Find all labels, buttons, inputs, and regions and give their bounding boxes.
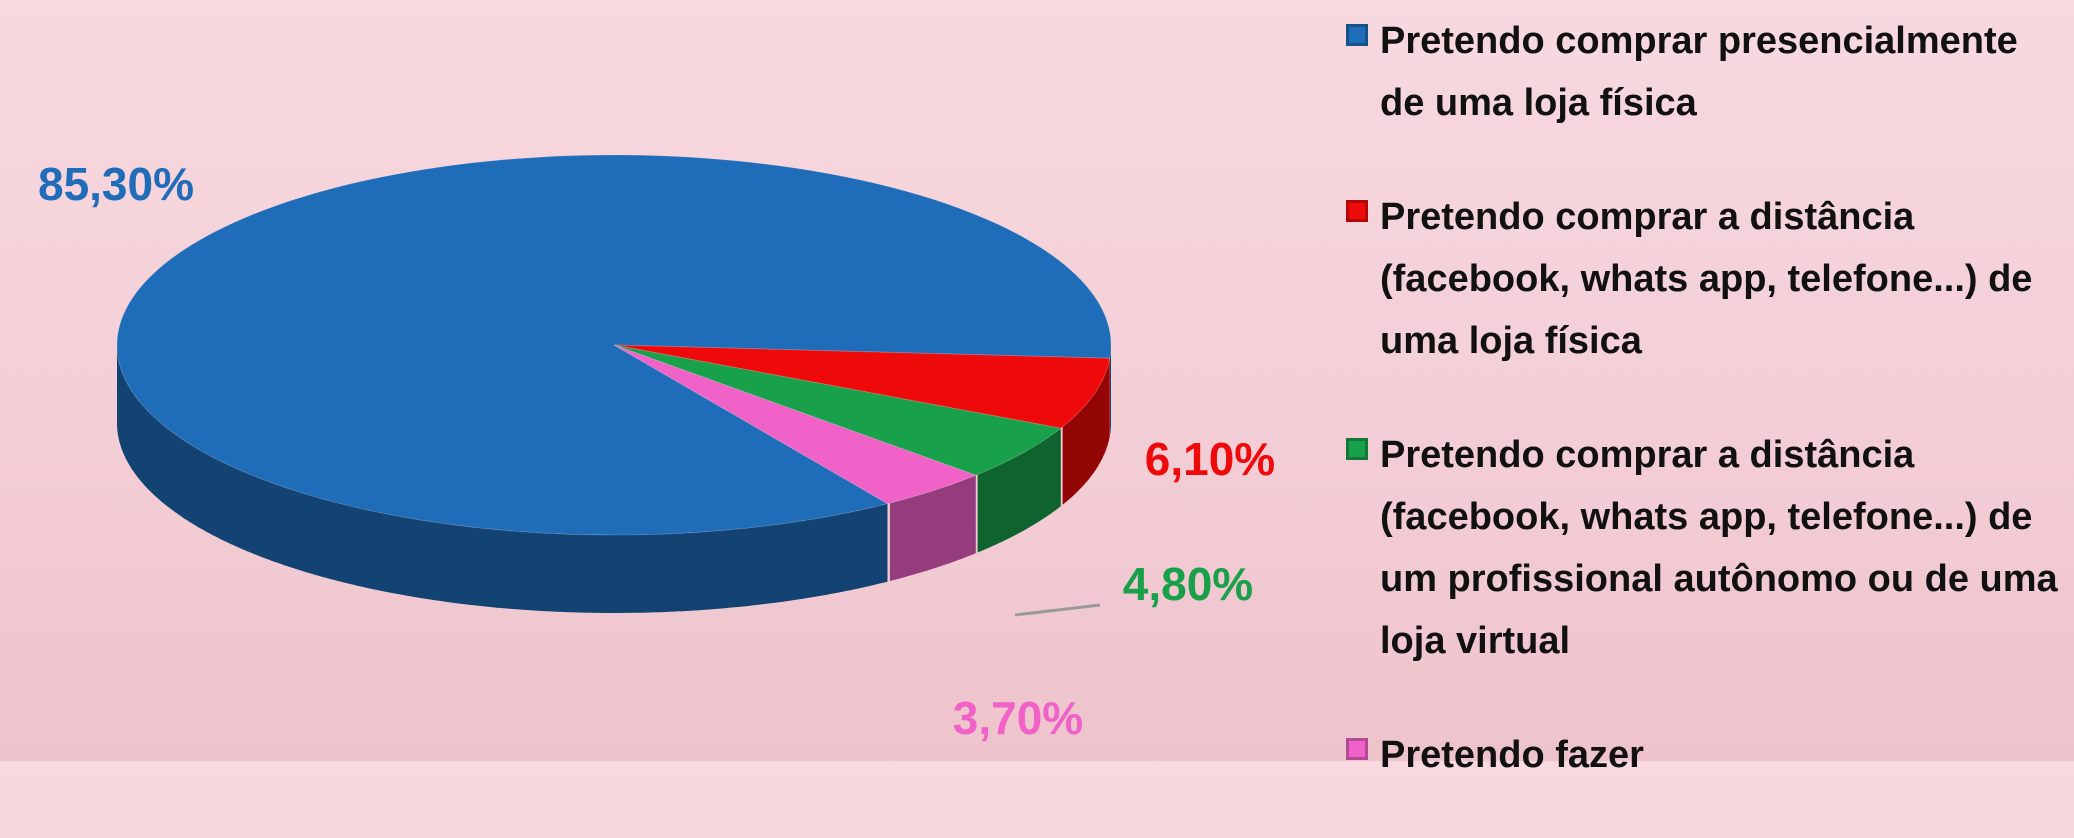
data-label: 3,70% bbox=[953, 692, 1083, 744]
legend-swatch bbox=[1346, 438, 1368, 460]
legend-label: Pretendo comprar a distância (facebook, … bbox=[1380, 186, 2060, 372]
legend-label: Pretendo fazer bbox=[1380, 724, 2060, 786]
legend: Pretendo comprar presencialmente de uma … bbox=[1346, 10, 2066, 838]
page: {"chart_data": {"type": "pie", "categori… bbox=[0, 0, 2074, 761]
legend-entry: Pretendo fazer bbox=[1346, 724, 2066, 786]
legend-entry: Pretendo comprar presencialmente de uma … bbox=[1346, 10, 2066, 134]
pie-tops bbox=[117, 155, 1111, 535]
data-label: 85,30% bbox=[38, 158, 194, 210]
legend-swatch bbox=[1346, 24, 1368, 46]
leader-line bbox=[1015, 605, 1100, 615]
data-label: 6,10% bbox=[1145, 433, 1275, 485]
legend-entry: Pretendo comprar a distância (facebook, … bbox=[1346, 186, 2066, 372]
legend-label: Pretendo comprar a distância (facebook, … bbox=[1380, 424, 2060, 672]
legend-entry: Pretendo comprar a distância (facebook, … bbox=[1346, 424, 2066, 672]
legend-swatch bbox=[1346, 738, 1368, 760]
legend-swatch bbox=[1346, 200, 1368, 222]
legend-label: Pretendo comprar presencialmente de uma … bbox=[1380, 10, 2060, 134]
data-label: 4,80% bbox=[1123, 558, 1253, 610]
